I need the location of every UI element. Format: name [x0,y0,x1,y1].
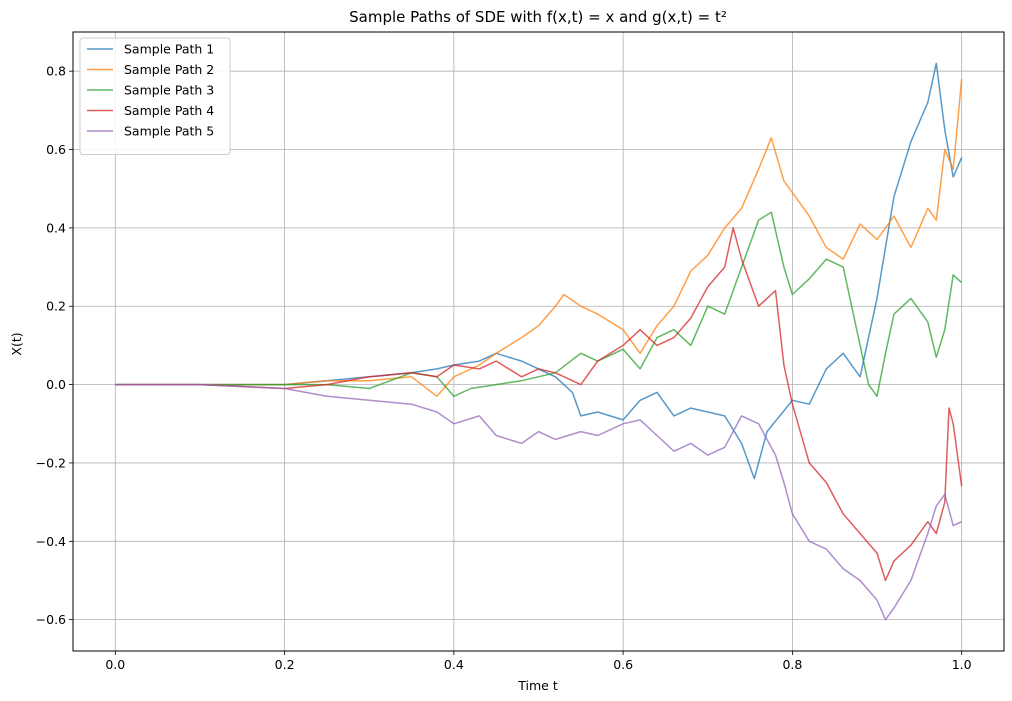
series-layer [115,62,963,621]
y-tick-label: −0.2 [36,455,66,470]
series-line-1 [115,62,963,480]
y-tick-label: 0.6 [46,142,66,157]
plot-frame [72,31,1005,652]
series-line-2 [115,78,963,398]
y-axis-label: X(t) [9,332,24,355]
x-axis-ticks: 0.0 0.2 0.4 0.6 0.8 1.0 [105,651,972,672]
x-tick-label: 0.8 [782,657,802,672]
legend-entry: Sample Path 1 [124,42,214,57]
legend-entry: Sample Path 4 [124,103,214,118]
x-tick-label: 0.4 [444,657,464,672]
grid-lines [73,32,1004,651]
series-line-4 [115,227,963,582]
series-line-5 [115,383,963,621]
y-axis-ticks: −0.6 −0.4 −0.2 0.0 0.2 0.4 0.6 0.8 [36,64,73,627]
y-tick-label: 0.8 [46,64,66,79]
y-tick-label: −0.4 [36,534,66,549]
legend-entry: Sample Path 5 [124,124,214,139]
series-line-3 [115,211,963,398]
y-tick-label: 0.0 [46,377,66,392]
chart-title: Sample Paths of SDE with f(x,t) = x and … [349,8,727,26]
legend: Sample Path 1 Sample Path 2 Sample Path 3 S… [79,37,231,155]
x-tick-label: 0.2 [275,657,295,672]
x-axis-label: Time t [517,678,558,693]
x-tick-label: 1.0 [952,657,972,672]
x-tick-label: 0.6 [613,657,633,672]
legend-box [79,37,231,155]
legend-entry: Sample Path 2 [124,62,214,77]
legend-entry: Sample Path 3 [124,83,214,98]
y-tick-label: 0.2 [46,299,66,314]
x-tick-label: 0.0 [105,657,125,672]
y-tick-label: 0.4 [46,220,66,235]
y-tick-label: −0.6 [36,612,66,627]
